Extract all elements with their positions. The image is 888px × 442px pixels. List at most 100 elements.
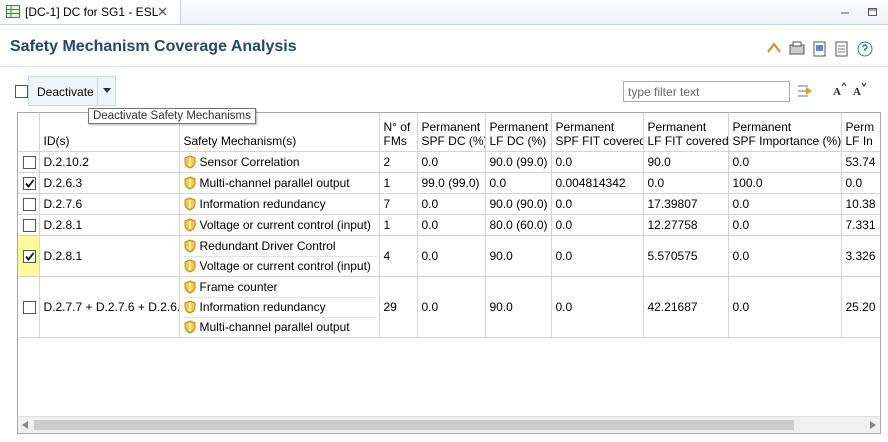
section-title: Safety Mechanism Coverage Analysis [10,38,297,56]
value-cell: 2 [379,152,417,173]
value-cell: 7.331 [841,215,881,236]
value-cell: 12.27758 [643,215,728,236]
coverage-table: ID(s)Safety Mechanism(s)N° ofFMsPermanen… [18,113,881,338]
value-cell: 0.0 [841,173,881,194]
mechanism: Frame counter [184,278,377,297]
horizontal-scrollbar[interactable] [18,416,880,433]
filter-actions[interactable]: A A [796,82,871,100]
header-text: Permanent [733,120,837,134]
header-cell: PermanentSPF Importance (%) [728,113,841,152]
mechanism-cell: Information redundancy [179,194,379,215]
checkbox-cell [18,277,39,338]
id-cell: D.2.10.2 [39,152,179,173]
split [97,77,98,105]
row-checkbox[interactable] [23,177,36,190]
value-cell: 90.0 (90.0) [485,194,551,215]
value-cell: 7 [379,194,417,215]
scroll-left[interactable] [22,421,28,429]
value-cell: 10.38 [841,194,881,215]
header-cell: N° ofFMs [379,113,417,152]
value-cell: 53.74 [841,152,881,173]
filter-placeholder: type filter text [628,85,699,99]
value-cell: 0.0 [551,194,643,215]
mechanism: Information redundancy [184,297,377,317]
close-icon[interactable] [158,7,167,16]
value-cell: 0.0 [551,152,643,173]
svg-text:A: A [833,86,841,98]
deactivate-button[interactable]: Deactivate [28,76,116,106]
scroll-right[interactable] [870,421,876,429]
row-checkbox[interactable] [23,198,36,211]
value-cell: 17.39807 [643,194,728,215]
header-actions[interactable] [766,40,876,58]
mechanism-cell: Redundant Driver ControlVoltage or curre… [179,236,379,277]
header-cell [18,113,39,152]
mechanism: Redundant Driver Control [184,237,377,256]
row-checkbox[interactable] [23,156,36,169]
value-cell: 0.0 [728,277,841,338]
select-all-checkbox[interactable] [15,85,28,98]
button-label: Deactivate [37,85,94,99]
table-row: D.2.8.1Redundant Driver ControlVoltage o… [18,236,881,277]
checkbox-cell [18,173,39,194]
mechanism: Information redundancy [184,195,377,214]
header-cell: PermanentSPF FIT covered [551,113,643,152]
tab-bar: [DC-1] DC for SG1 - ESL [0,0,888,25]
tab-title: [DC-1] DC for SG1 - ESL [25,5,158,19]
value-cell: 90.0 [485,236,551,277]
value-cell: 0.0 [417,277,485,338]
svg-text:A: A [853,86,861,98]
shield-icon [184,320,196,334]
mechanism-cell: Multi-channel parallel output [179,173,379,194]
filter-input[interactable]: type filter text [623,81,790,102]
row-checkbox[interactable] [23,301,36,314]
id-cell: D.2.7.7 + D.2.7.6 + D.2.6.3 [39,277,179,338]
value-cell: 4 [379,236,417,277]
header-text: SPF DC (%) [422,134,481,148]
mechanism: Voltage or current control (input) [184,216,377,235]
mechanism-text: Information redundancy [200,298,326,317]
value-cell: 0.0 [551,215,643,236]
table-row: D.2.10.2 Sensor Correlation2 0.090.0 (99.0… [18,152,881,173]
id-cell: D.2.6.3 [39,173,179,194]
header-text: LF In [846,134,882,148]
mechanism-text: Voltage or current control (input) [200,216,371,235]
value-cell: 1 [379,173,417,194]
shield-icon [184,300,196,314]
mechanism: Multi-channel parallel output [184,174,377,193]
mechanism: Voltage or current control (input) [184,256,377,276]
editor-tab[interactable]: [DC-1] DC for SG1 - ESL [0,0,181,24]
value-cell: 99.0 (99.0) [417,173,485,194]
header-text: ID(s) [44,134,175,148]
header-cell: PermanentLF DC (%) [485,113,551,152]
dropdown-arrow[interactable] [103,88,111,93]
value-cell: 0.0 [643,173,728,194]
row-checkbox[interactable] [23,219,36,232]
mechanism-text: Redundant Driver Control [200,237,336,256]
id-cell: D.2.8.1 [39,215,179,236]
mechanism: Multi-channel parallel output [184,317,377,337]
mechanism-cell: Sensor Correlation [179,152,379,173]
value-cell: 5.570575 [643,236,728,277]
header-cell: PermanentLF FIT covered [643,113,728,152]
shield-icon [184,280,196,294]
row-checkbox[interactable] [23,250,36,263]
header-text: N° of [384,120,413,134]
shield-icon [184,218,196,232]
mechanism-text: Voltage or current control (input) [200,257,371,276]
value-cell: 3.326 [841,236,881,277]
mechanism: Sensor Correlation [184,153,377,172]
table-container: ID(s)Safety Mechanism(s)N° ofFMsPermanen… [17,112,881,434]
window-controls[interactable] [838,6,880,18]
checkbox-cell [18,152,39,173]
header-text: SPF Importance (%) [733,134,837,148]
id-cell: D.2.7.6 [39,194,179,215]
id-cell: D.2.8.1 [39,236,179,277]
checkbox-cell [18,215,39,236]
value-cell: 90.0 (99.0) [485,152,551,173]
shield-icon [184,155,196,169]
table-row: D.2.8.1 Voltage or current control (input… [18,215,881,236]
value-cell: 42.21687 [643,277,728,338]
scroll-thumb[interactable] [34,420,794,430]
